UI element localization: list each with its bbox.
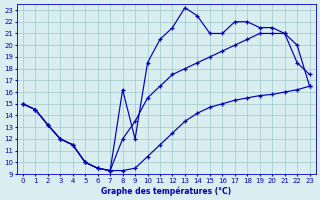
X-axis label: Graphe des températures (°C): Graphe des températures (°C) [101,186,231,196]
